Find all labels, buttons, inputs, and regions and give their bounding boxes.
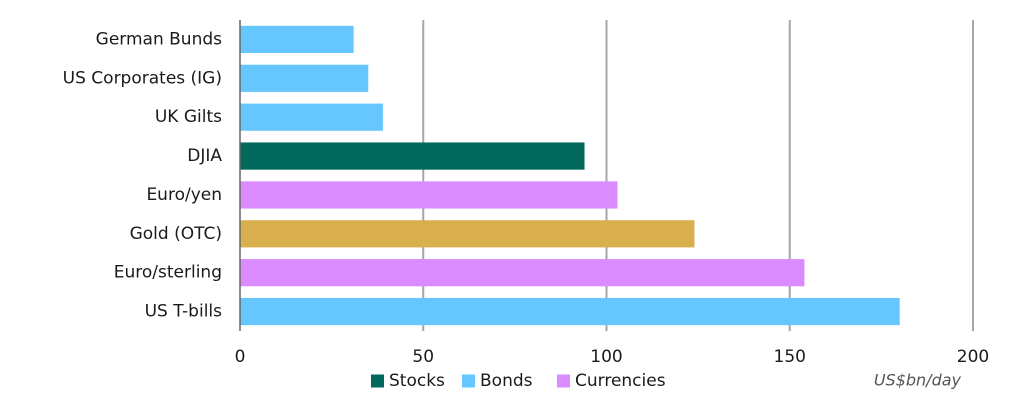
category-label: German Bunds [96, 29, 222, 49]
category-labels: German Bunds US Corporates (IG) UK Gilts DJ… [63, 29, 223, 321]
legend: Stocks Bonds Currencies [371, 371, 666, 391]
bar [240, 142, 585, 170]
category-label: US Corporates (IG) [63, 68, 222, 88]
category-label: Euro/sterling [114, 263, 222, 283]
bar [240, 64, 369, 92]
x-tick-labels: 0 50 100 150 200 [235, 347, 990, 367]
bar [240, 181, 618, 209]
x-tick-label: 200 [957, 347, 989, 367]
category-label: US T-bills [145, 302, 223, 322]
category-label: DJIA [187, 146, 222, 166]
x-tick-label: 0 [235, 347, 246, 367]
legend-label: Bonds [480, 371, 533, 391]
bar [240, 220, 695, 248]
legend-label: Stocks [389, 371, 445, 391]
legend-label: Currencies [575, 371, 666, 391]
x-tick-label: 50 [412, 347, 434, 367]
category-label: Gold (OTC) [130, 224, 222, 244]
legend-swatch [371, 374, 384, 388]
category-label: Euro/yen [146, 185, 222, 205]
x-axis-unit-label: US$bn/day [874, 371, 962, 390]
bar [240, 297, 900, 326]
x-tick-label: 150 [774, 347, 806, 367]
bar [240, 103, 383, 131]
bar [240, 25, 354, 54]
legend-swatch [462, 374, 475, 388]
bars [240, 25, 900, 326]
legend-swatch [557, 374, 570, 388]
category-label: UK Gilts [155, 107, 222, 127]
bar [240, 259, 805, 287]
x-tick-label: 100 [590, 347, 622, 367]
